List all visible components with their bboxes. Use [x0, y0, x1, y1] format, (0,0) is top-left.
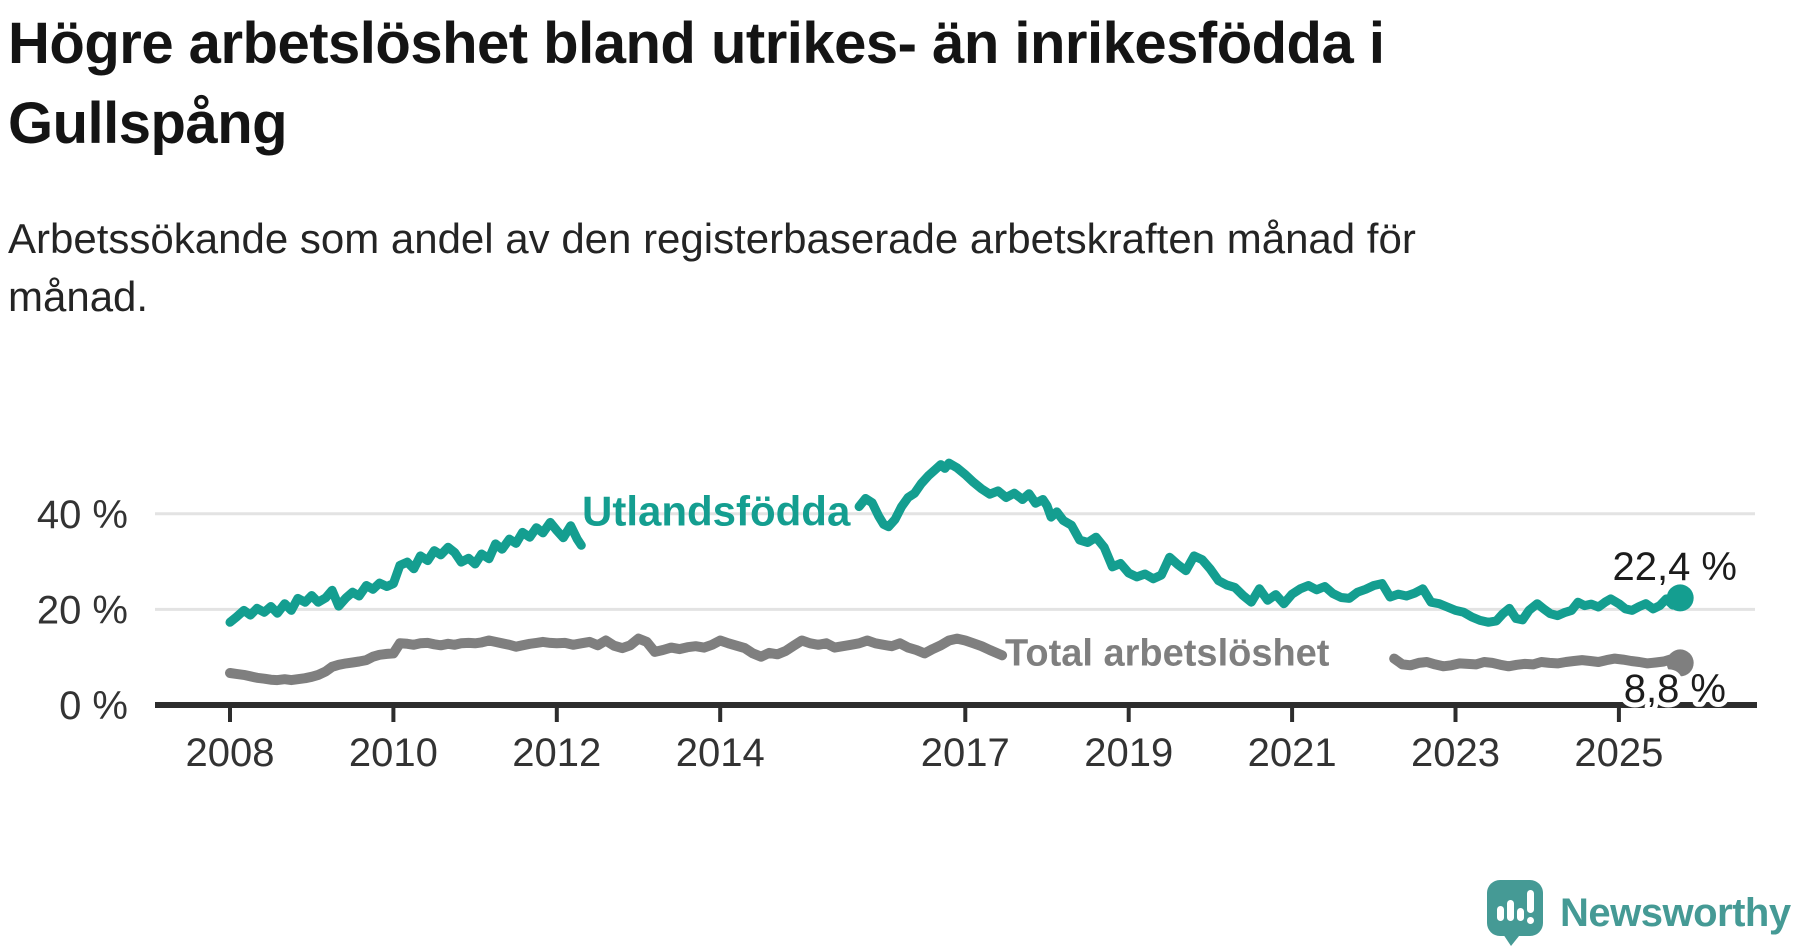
- end-value-label-utlandsfodda: 22,4 %: [1612, 545, 1737, 589]
- x-axis-label-2023: 2023: [1411, 731, 1500, 775]
- logo-bubble-tail: [1501, 931, 1523, 946]
- title-line-2: Gullspång: [8, 91, 288, 156]
- series-line-utlandsfodda-seg2: [854, 458, 1685, 627]
- brand-name: Newsworthy: [1560, 890, 1791, 935]
- logo-exclamation-dot: [1527, 917, 1534, 924]
- brand-footer: Newsworthy: [1486, 878, 1791, 948]
- y-axis-label-40: 40 %: [37, 493, 128, 537]
- logo-bar-3: [1517, 908, 1524, 921]
- x-axis-label-2012: 2012: [512, 731, 601, 775]
- title-line-1: Högre arbetslöshet bland utrikes- än inr…: [8, 11, 1385, 76]
- x-axis-label-2019: 2019: [1084, 731, 1173, 775]
- x-axis-label-2017: 2017: [921, 731, 1010, 775]
- series-end-dot-utlandsfodda: [1666, 584, 1694, 612]
- y-axis-label-20: 20 %: [37, 588, 128, 632]
- x-axis-label-2025: 2025: [1574, 731, 1663, 775]
- newsworthy-logo-icon: [1487, 880, 1543, 946]
- chart-title: Högre arbetslöshet bland utrikes- än inr…: [8, 4, 1385, 164]
- series-line-utlandsfodda-seg1: [225, 517, 586, 627]
- series-line-total-seg1: [225, 633, 1008, 686]
- end-value-label-total: 8,8 %: [1624, 667, 1726, 711]
- x-axis-label-2014: 2014: [676, 731, 765, 775]
- series-label-total: Total arbetslöshet: [1005, 632, 1330, 674]
- subtitle-line-1: Arbetssökande som andel av den registerb…: [8, 215, 1416, 262]
- series-line-total-seg2: [1389, 652, 1686, 672]
- logo-bar-2: [1507, 900, 1514, 921]
- x-axis-label-2010: 2010: [349, 731, 438, 775]
- series-end-dot-total: [1666, 649, 1694, 677]
- subtitle-line-2: månad.: [8, 273, 149, 320]
- y-axis-label-0: 0 %: [59, 684, 128, 728]
- series-label-utlandsfodda: Utlandsfödda: [582, 488, 851, 535]
- logo-bar-1: [1497, 906, 1504, 921]
- x-axis-label-2008: 2008: [186, 731, 275, 775]
- chart-subtitle: Arbetssökande som andel av den registerb…: [8, 210, 1416, 326]
- logo-bubble: [1487, 880, 1543, 936]
- x-axis-label-2021: 2021: [1248, 731, 1337, 775]
- logo-exclamation-bar: [1527, 890, 1534, 913]
